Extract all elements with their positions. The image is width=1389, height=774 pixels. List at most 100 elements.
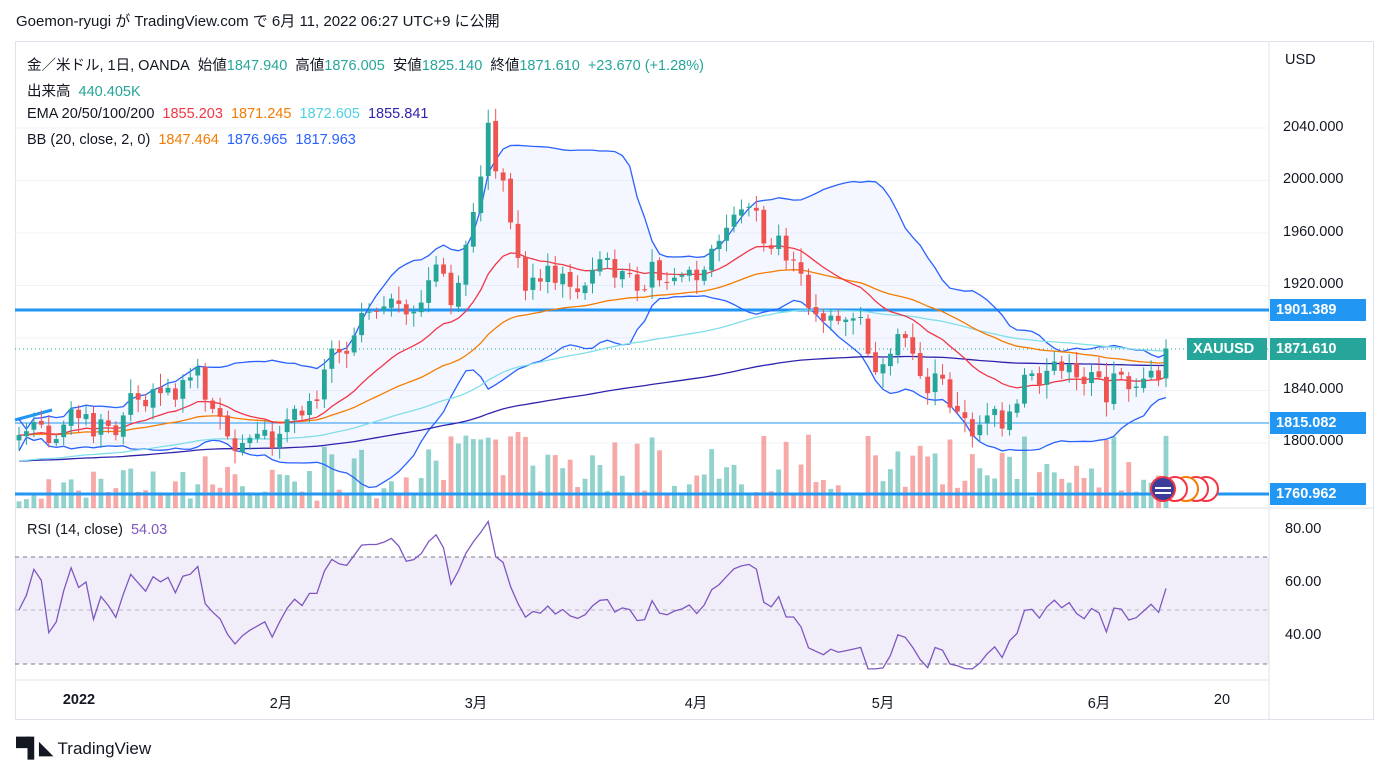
- legend-rsi: RSI (14, close) 54.03: [27, 522, 171, 538]
- candle-body: [344, 350, 350, 354]
- volume-bar: [969, 454, 975, 508]
- volume-bar: [634, 443, 640, 508]
- candle-body: [850, 318, 856, 321]
- volume-bar: [76, 490, 82, 508]
- volume-bar: [351, 458, 357, 508]
- volume-bar: [284, 475, 290, 508]
- volume-bar: [1036, 472, 1042, 508]
- tag-level-high: 1901.389: [1270, 299, 1366, 321]
- volume-bar: [910, 455, 916, 508]
- candle-body: [76, 409, 82, 419]
- volume-bar: [739, 484, 744, 508]
- volume-bar: [642, 490, 648, 508]
- volume-bar: [1111, 436, 1117, 508]
- candle-body: [83, 414, 89, 420]
- candle-body: [575, 288, 581, 293]
- volume-bar: [545, 454, 551, 508]
- candle-body: [1148, 370, 1154, 378]
- footer-brand[interactable]: ▀▌◣ TradingView: [16, 737, 151, 760]
- candle-body: [1089, 372, 1094, 384]
- candle-body: [932, 373, 938, 393]
- volume-bar: [768, 491, 774, 508]
- volume-bar: [277, 474, 283, 508]
- candle-body: [619, 271, 625, 280]
- legend-symbol: 金／米ドル, 1日, OANDA: [27, 58, 190, 74]
- candle-body: [508, 178, 513, 223]
- candle-body: [1044, 370, 1050, 385]
- candle-body: [1081, 376, 1087, 384]
- candle-body: [180, 380, 186, 399]
- volume-bar: [761, 435, 767, 508]
- candle-body: [820, 313, 826, 321]
- candle-body: [1141, 378, 1147, 389]
- volume-bar: [299, 491, 305, 508]
- volume-bar: [1103, 439, 1109, 508]
- candle-body: [992, 408, 998, 416]
- volume-bar: [217, 487, 223, 508]
- volume-bar: [456, 443, 461, 508]
- volume-bar: [604, 491, 610, 508]
- legend-ema: EMA 20/50/100/200 1855.203 1871.245 1872…: [27, 106, 432, 122]
- legend-bb-label: BB (20, close, 2, 0): [27, 132, 151, 148]
- candle-body: [1133, 386, 1139, 388]
- candle-body: [709, 248, 715, 271]
- volume-bar: [619, 475, 625, 508]
- date-tick: 3月: [464, 696, 488, 712]
- candle-body: [105, 420, 111, 426]
- volume-bar: [902, 486, 908, 508]
- volume-bar: [143, 490, 149, 508]
- bb-upper-line: [18, 144, 1167, 431]
- volume-bar: [254, 494, 260, 508]
- candle-body: [143, 399, 149, 407]
- volume-bar: [724, 467, 729, 508]
- volume-bar: [1007, 456, 1013, 508]
- candle-body: [776, 235, 782, 249]
- volume-bar: [835, 485, 841, 508]
- candle-body: [917, 353, 923, 377]
- candle-body: [753, 207, 759, 211]
- legend-ema20: 1855.203: [162, 106, 223, 122]
- candle-body: [359, 313, 365, 336]
- candle-body: [210, 400, 216, 409]
- volume-bar: [448, 436, 454, 508]
- candle-body: [1111, 373, 1117, 405]
- volume-bar: [806, 434, 811, 508]
- candle-body: [403, 304, 409, 315]
- candle-body: [61, 424, 67, 438]
- candle-body: [604, 257, 610, 261]
- volume-bar: [537, 490, 543, 508]
- candle-body: [925, 376, 931, 394]
- volume-bar: [1022, 436, 1027, 508]
- legend-low: 1825.140: [421, 58, 483, 74]
- candle-body: [813, 307, 819, 315]
- date-tick: 5月: [871, 696, 895, 712]
- volume-bar: [1089, 468, 1094, 508]
- candle-body: [381, 306, 387, 310]
- volume-bar: [329, 454, 335, 508]
- legend-close: 1871.610: [519, 58, 580, 74]
- date-tick: 4月: [684, 696, 708, 712]
- event-flags: [1150, 476, 1219, 502]
- candle-body: [940, 374, 945, 379]
- volume-bar: [940, 484, 945, 508]
- legend-ema100: 1872.605: [299, 106, 360, 122]
- candle-body: [321, 369, 327, 400]
- volume-bar: [165, 494, 171, 508]
- volume-bar: [1044, 464, 1050, 508]
- volume-bar: [478, 439, 484, 508]
- candle-body: [560, 273, 566, 285]
- volume-bar: [1074, 465, 1080, 508]
- candle-body: [456, 282, 461, 307]
- volume-bar: [485, 437, 491, 508]
- candle-body: [158, 387, 163, 394]
- volume-bar: [202, 456, 208, 508]
- volume-bar: [686, 484, 692, 508]
- candle-body: [1103, 376, 1109, 403]
- volume-bar: [195, 484, 201, 508]
- volume-bar: [828, 488, 834, 508]
- candle-body: [31, 422, 37, 430]
- volume-bar: [515, 431, 521, 508]
- volume-bar: [24, 499, 29, 508]
- candle-body: [768, 245, 774, 249]
